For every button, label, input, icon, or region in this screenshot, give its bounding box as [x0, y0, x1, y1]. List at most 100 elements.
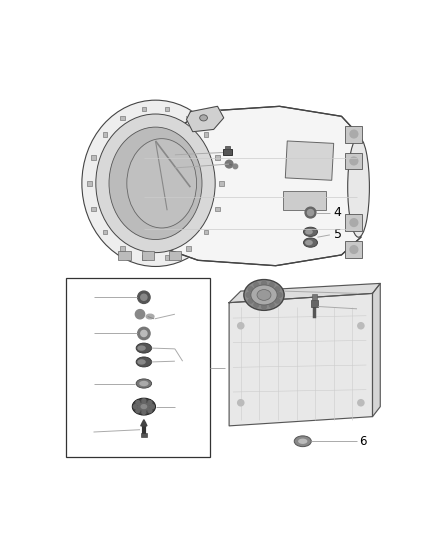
Bar — [141, 433, 147, 437]
Circle shape — [277, 293, 282, 297]
Text: 5: 5 — [184, 349, 191, 361]
Text: 8: 8 — [82, 425, 90, 439]
Polygon shape — [144, 106, 361, 265]
Circle shape — [269, 303, 274, 307]
Circle shape — [141, 294, 147, 301]
Bar — [67, 278, 210, 457]
Ellipse shape — [200, 115, 208, 121]
Circle shape — [350, 130, 358, 138]
Circle shape — [225, 160, 233, 168]
Ellipse shape — [304, 238, 318, 247]
Circle shape — [248, 298, 253, 303]
Circle shape — [142, 410, 146, 414]
Circle shape — [350, 246, 358, 253]
Bar — [223, 149, 232, 155]
Bar — [346, 214, 362, 231]
Circle shape — [269, 282, 274, 287]
Circle shape — [358, 322, 364, 329]
Bar — [186, 116, 191, 120]
Bar — [312, 294, 317, 301]
Ellipse shape — [304, 227, 318, 237]
Text: 4: 4 — [334, 206, 342, 219]
Ellipse shape — [96, 114, 215, 253]
Circle shape — [254, 303, 258, 307]
Ellipse shape — [138, 403, 149, 410]
Ellipse shape — [305, 240, 313, 245]
Text: 5: 5 — [334, 229, 342, 241]
Ellipse shape — [305, 229, 313, 235]
Circle shape — [248, 287, 253, 292]
Circle shape — [141, 330, 147, 336]
Circle shape — [261, 304, 266, 309]
Ellipse shape — [132, 398, 155, 415]
Circle shape — [307, 209, 314, 216]
Polygon shape — [229, 284, 380, 303]
Polygon shape — [141, 419, 147, 426]
Circle shape — [305, 207, 316, 218]
Circle shape — [238, 400, 244, 406]
Bar — [87, 181, 92, 185]
Bar — [142, 255, 146, 260]
Bar — [120, 116, 125, 120]
Ellipse shape — [136, 357, 152, 367]
Bar — [165, 255, 169, 260]
Ellipse shape — [137, 359, 146, 365]
Polygon shape — [229, 294, 372, 426]
Text: 2: 2 — [148, 142, 155, 155]
Circle shape — [275, 298, 280, 303]
Ellipse shape — [348, 137, 369, 237]
Bar — [204, 230, 208, 234]
Circle shape — [135, 310, 145, 319]
Ellipse shape — [127, 139, 197, 228]
Ellipse shape — [257, 289, 271, 301]
Circle shape — [151, 405, 154, 408]
Circle shape — [261, 281, 266, 286]
Text: 1: 1 — [229, 361, 237, 375]
Bar — [120, 246, 125, 251]
Circle shape — [358, 400, 364, 406]
Ellipse shape — [146, 314, 154, 319]
Text: 2: 2 — [82, 291, 90, 304]
Circle shape — [233, 164, 238, 168]
Bar — [215, 207, 220, 212]
Circle shape — [254, 282, 258, 287]
Ellipse shape — [137, 345, 146, 351]
Bar — [165, 107, 169, 111]
Ellipse shape — [298, 439, 307, 444]
Circle shape — [142, 399, 146, 403]
Text: 7: 7 — [179, 400, 186, 413]
Bar — [118, 251, 131, 260]
Ellipse shape — [141, 405, 147, 408]
Circle shape — [350, 219, 358, 227]
Ellipse shape — [244, 280, 284, 310]
Text: 3: 3 — [179, 308, 186, 321]
Text: 4: 4 — [82, 327, 90, 340]
Text: 3: 3 — [148, 160, 155, 173]
Polygon shape — [372, 284, 380, 417]
Text: 8: 8 — [359, 302, 367, 314]
Polygon shape — [187, 106, 224, 132]
Bar — [346, 152, 362, 169]
Bar — [142, 107, 146, 111]
Bar — [225, 147, 230, 149]
Circle shape — [134, 405, 137, 408]
Bar — [346, 241, 362, 258]
Bar — [346, 126, 362, 142]
Circle shape — [238, 322, 244, 329]
Ellipse shape — [294, 436, 311, 447]
Bar — [285, 141, 334, 180]
Bar — [204, 133, 208, 137]
Bar — [283, 191, 326, 210]
Circle shape — [138, 291, 150, 303]
Bar — [311, 301, 318, 306]
Bar — [219, 181, 224, 185]
Bar — [141, 251, 154, 260]
Bar — [169, 251, 181, 260]
Bar — [186, 246, 191, 251]
Ellipse shape — [136, 343, 152, 353]
Ellipse shape — [82, 100, 229, 266]
Circle shape — [148, 409, 152, 413]
Circle shape — [246, 293, 251, 297]
Circle shape — [275, 287, 280, 292]
Text: 6: 6 — [359, 435, 367, 448]
